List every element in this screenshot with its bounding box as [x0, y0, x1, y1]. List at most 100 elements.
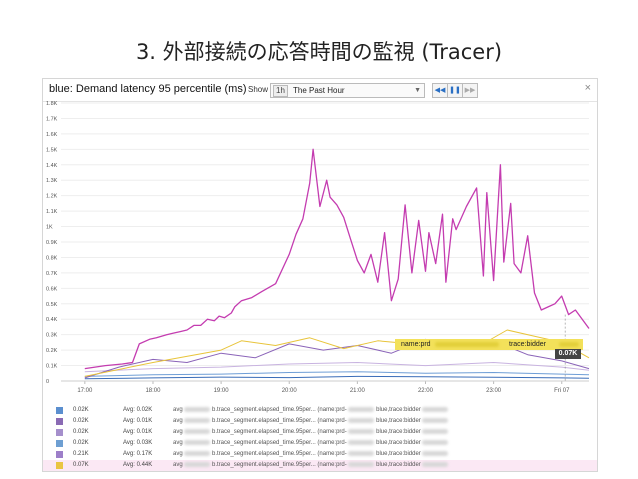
legend-swatch	[56, 451, 63, 458]
redacted-text	[348, 428, 375, 434]
redacted-text	[422, 439, 449, 445]
redacted-text	[422, 417, 449, 423]
y-tick-label: 0.8K	[46, 255, 58, 261]
redacted-text	[348, 417, 375, 423]
y-tick-label: 1.4K	[46, 163, 58, 169]
series-line-1	[84, 329, 590, 377]
y-tick-label: 0.6K	[46, 286, 58, 292]
slide-title: 3. 外部接続の応答時間の監視 (Tracer)	[135, 40, 503, 64]
redacted-text	[184, 417, 211, 423]
legend-metric: avg b.trace_segment.elapsed_time.95per..…	[173, 449, 449, 460]
legend-avg: Avg: 0.02K	[123, 407, 153, 413]
legend-row[interactable]: 0.21K Avg: 0.17K avg b.trace_segment.elap…	[43, 449, 597, 460]
x-tick-label: 23:00	[486, 388, 502, 394]
rewind-button[interactable]: ◀◀	[432, 83, 448, 98]
show-label: Show	[248, 85, 269, 94]
series-line-0	[84, 148, 590, 370]
x-tick-label: 20:00	[282, 388, 298, 394]
legend-row[interactable]: 0.02K Avg: 0.03K avg b.trace_segment.elap…	[43, 438, 597, 449]
tooltip-name-label: name:prd	[401, 341, 431, 348]
redacted-text	[422, 450, 449, 456]
legend-avg: Avg: 0.01K	[123, 418, 153, 424]
latency-chart: 1.8K 1.7K 1.6K 1.5K 1.4K 1.3K 1.2K 1.1K 1K 0.9K 0.…	[46, 101, 590, 394]
redacted-text	[184, 406, 211, 412]
legend-avg: Avg: 0.03K	[123, 440, 153, 446]
y-tick-label: 0.7K	[46, 271, 58, 277]
pause-button[interactable]: ❚❚	[447, 83, 463, 98]
y-tick-label: 0.1K	[46, 364, 58, 370]
y-tick-label: 1.7K	[46, 116, 58, 122]
legend-swatch	[56, 407, 63, 414]
y-tick-label: 0.3K	[46, 333, 58, 339]
legend-metric: avg b.trace_segment.elapsed_time.95per..…	[173, 460, 449, 471]
redacted-text	[184, 428, 211, 434]
legend-avg: Avg: 0.17K	[123, 451, 153, 457]
y-tick-label: 0.4K	[46, 317, 58, 323]
legend-value: 0.02K	[73, 440, 89, 446]
series-line-3	[84, 371, 590, 377]
hover-tooltip: name:prd trace:bidder	[395, 339, 583, 350]
y-tick-label: 1.6K	[46, 132, 58, 138]
forward-icon: ▶▶	[464, 87, 476, 94]
redacted-text	[435, 342, 499, 347]
series-line-5	[84, 375, 590, 380]
time-range-value: The Past Hour	[293, 86, 345, 95]
legend-metric: avg b.trace_segment.elapsed_time.95per..…	[173, 416, 449, 427]
y-tick-label: 1.3K	[46, 178, 58, 184]
x-tick-label: 22:00	[418, 388, 434, 394]
legend-metric: avg b.trace_segment.elapsed_time.95per..…	[173, 427, 449, 438]
series-line-4	[84, 362, 590, 373]
legend-value: 0.21K	[73, 451, 89, 457]
time-range-select[interactable]: 1h The Past Hour ▼	[270, 83, 425, 98]
x-tick-label: 17:00	[77, 388, 93, 394]
legend-avg: Avg: 0.01K	[123, 429, 153, 435]
legend-metric: avg b.trace_segment.elapsed_time.95per..…	[173, 438, 449, 449]
legend-swatch	[56, 418, 63, 425]
time-range-badge: 1h	[273, 85, 288, 97]
x-tick-label: Fri 07	[554, 388, 570, 394]
redacted-text	[348, 450, 375, 456]
legend-swatch	[56, 462, 63, 469]
y-tick-label: 1.2K	[46, 194, 58, 200]
legend-row[interactable]: 0.07K Avg: 0.44K avg b.trace_segment.elap…	[43, 460, 597, 471]
redacted-text	[184, 450, 211, 456]
redacted-text	[422, 461, 449, 467]
pause-icon: ❚❚	[449, 87, 461, 94]
legend-value: 0.07K	[73, 462, 89, 468]
redacted-text	[422, 406, 449, 412]
legend-row[interactable]: 0.02K Avg: 0.01K avg b.trace_segment.elap…	[43, 427, 597, 438]
y-tick-label: 1.5K	[46, 147, 58, 153]
legend-swatch	[56, 440, 63, 447]
x-tick-label: 21:00	[350, 388, 366, 394]
y-tick-label: 1.8K	[46, 101, 58, 107]
redacted-text	[348, 406, 375, 412]
forward-button[interactable]: ▶▶	[462, 83, 478, 98]
redacted-text	[184, 461, 211, 467]
redacted-text	[422, 428, 449, 434]
legend-value: 0.02K	[73, 429, 89, 435]
close-icon[interactable]: ×	[584, 82, 591, 94]
redacted-text	[348, 461, 375, 467]
graph-toolbar: blue: Demand latency 95 percentile (ms) …	[43, 79, 597, 102]
legend-row[interactable]: 0.02K Avg: 0.02K avg b.trace_segment.elap…	[43, 405, 597, 416]
redacted-text	[559, 342, 579, 347]
chevron-down-icon: ▼	[414, 87, 421, 94]
y-tick-label: 0	[46, 379, 49, 385]
legend-metric: avg b.trace_segment.elapsed_time.95per..…	[173, 405, 449, 416]
legend-swatch	[56, 429, 63, 436]
tooltip-trace-label: trace:bidder	[509, 341, 546, 348]
y-tick-label: 0.2K	[46, 348, 58, 354]
redacted-text	[348, 439, 375, 445]
legend-avg: Avg: 0.44K	[123, 462, 153, 468]
rewind-icon: ◀◀	[434, 87, 446, 94]
graph-panel: blue: Demand latency 95 percentile (ms) …	[42, 78, 598, 472]
legend-row[interactable]: 0.02K Avg: 0.01K avg b.trace_segment.elap…	[43, 416, 597, 427]
legend-value: 0.02K	[73, 407, 89, 413]
legend-value: 0.02K	[73, 418, 89, 424]
x-tick-label: 18:00	[145, 388, 161, 394]
x-tick-label: 19:00	[214, 388, 230, 394]
graph-title: blue: Demand latency 95 percentile (ms)	[49, 83, 247, 95]
tooltip-value: 0.07K	[555, 349, 581, 359]
y-tick-label: 0.9K	[46, 240, 58, 246]
y-tick-label: 1.1K	[46, 209, 58, 215]
